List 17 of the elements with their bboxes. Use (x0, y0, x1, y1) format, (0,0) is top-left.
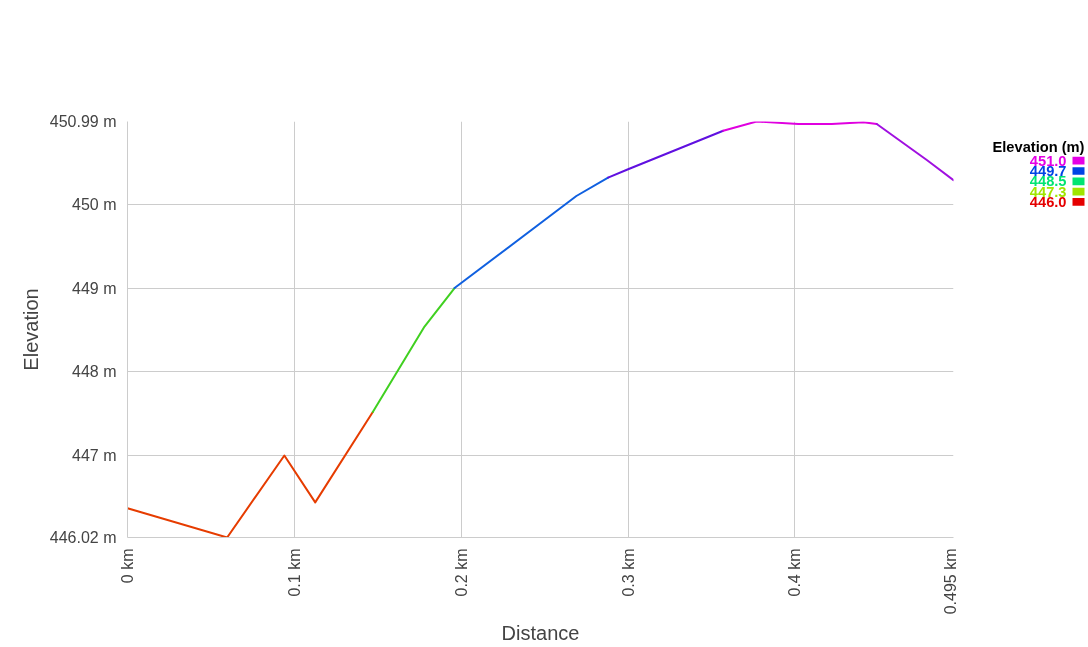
y-tick-label: 450 m (72, 195, 117, 213)
x-tick-label: 0.4 km (786, 548, 804, 597)
x-tick-label: 0 km (119, 548, 136, 584)
x-tick-label: 0.495 km (941, 548, 959, 615)
y-tick-label: 450.99 m (49, 113, 117, 130)
y-axis-title: Elevation (19, 288, 42, 371)
x-axis-title: Distance (501, 622, 580, 645)
line-series (127, 410, 374, 538)
y-tick-label: 448 m (72, 363, 117, 381)
y-tick-label: 446.02 m (49, 529, 117, 546)
color-bar-title: Elevation (m) (992, 139, 1085, 156)
x-tick-label: 0.2 km (452, 548, 470, 597)
x-tick-label: 0.3 km (619, 548, 637, 597)
y-tick-label: 449 m (72, 279, 117, 297)
y-tick-label: 447 m (72, 446, 117, 464)
x-tick-label: 0.1 km (285, 548, 303, 597)
line-series (722, 121, 878, 132)
